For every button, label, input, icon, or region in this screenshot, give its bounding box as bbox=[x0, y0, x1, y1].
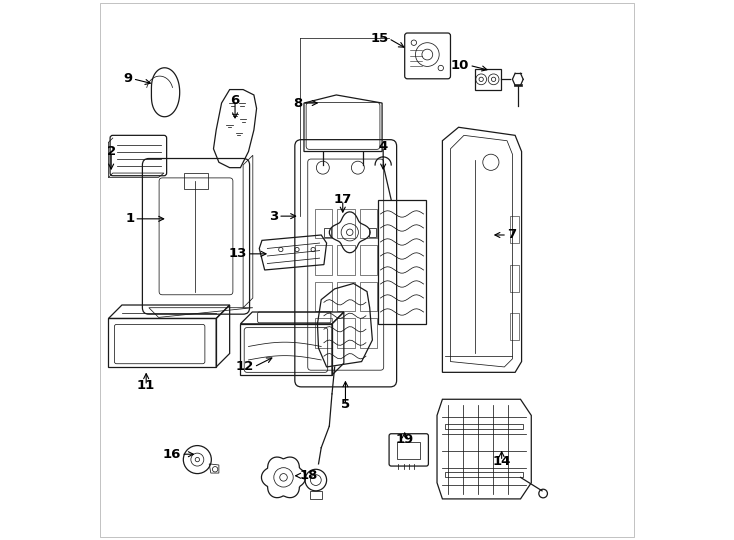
Text: 10: 10 bbox=[451, 59, 469, 72]
Bar bbox=[315, 245, 332, 275]
Bar bbox=[360, 282, 377, 312]
Text: 9: 9 bbox=[123, 72, 133, 85]
Text: 5: 5 bbox=[341, 398, 350, 411]
Text: 1: 1 bbox=[126, 212, 134, 225]
Bar bbox=[396, 442, 421, 458]
Bar bbox=[514, 84, 522, 86]
Text: 8: 8 bbox=[293, 97, 302, 110]
Bar bbox=[338, 282, 355, 312]
Text: 2: 2 bbox=[106, 145, 116, 158]
Text: 3: 3 bbox=[269, 210, 278, 222]
Text: 12: 12 bbox=[236, 361, 254, 374]
Text: 7: 7 bbox=[507, 228, 516, 241]
Bar bbox=[360, 245, 377, 275]
Bar bbox=[509, 313, 520, 340]
Text: 16: 16 bbox=[163, 448, 181, 461]
Bar bbox=[509, 265, 520, 292]
Bar bbox=[315, 319, 332, 348]
Bar bbox=[184, 173, 208, 189]
Bar bbox=[338, 319, 355, 348]
Bar bbox=[315, 208, 332, 238]
Text: 15: 15 bbox=[370, 32, 388, 45]
Text: 6: 6 bbox=[230, 94, 240, 107]
Bar bbox=[360, 208, 377, 238]
Text: 17: 17 bbox=[334, 193, 352, 206]
Text: 19: 19 bbox=[396, 433, 414, 446]
Bar bbox=[338, 208, 355, 238]
Text: 18: 18 bbox=[299, 469, 318, 482]
Text: 11: 11 bbox=[137, 379, 156, 392]
Bar bbox=[475, 69, 501, 90]
Bar bbox=[315, 282, 332, 312]
Bar bbox=[338, 245, 355, 275]
Text: 13: 13 bbox=[229, 247, 247, 260]
Bar bbox=[360, 319, 377, 348]
Text: 4: 4 bbox=[379, 140, 388, 153]
Text: 14: 14 bbox=[493, 455, 511, 468]
Bar bbox=[509, 216, 520, 243]
